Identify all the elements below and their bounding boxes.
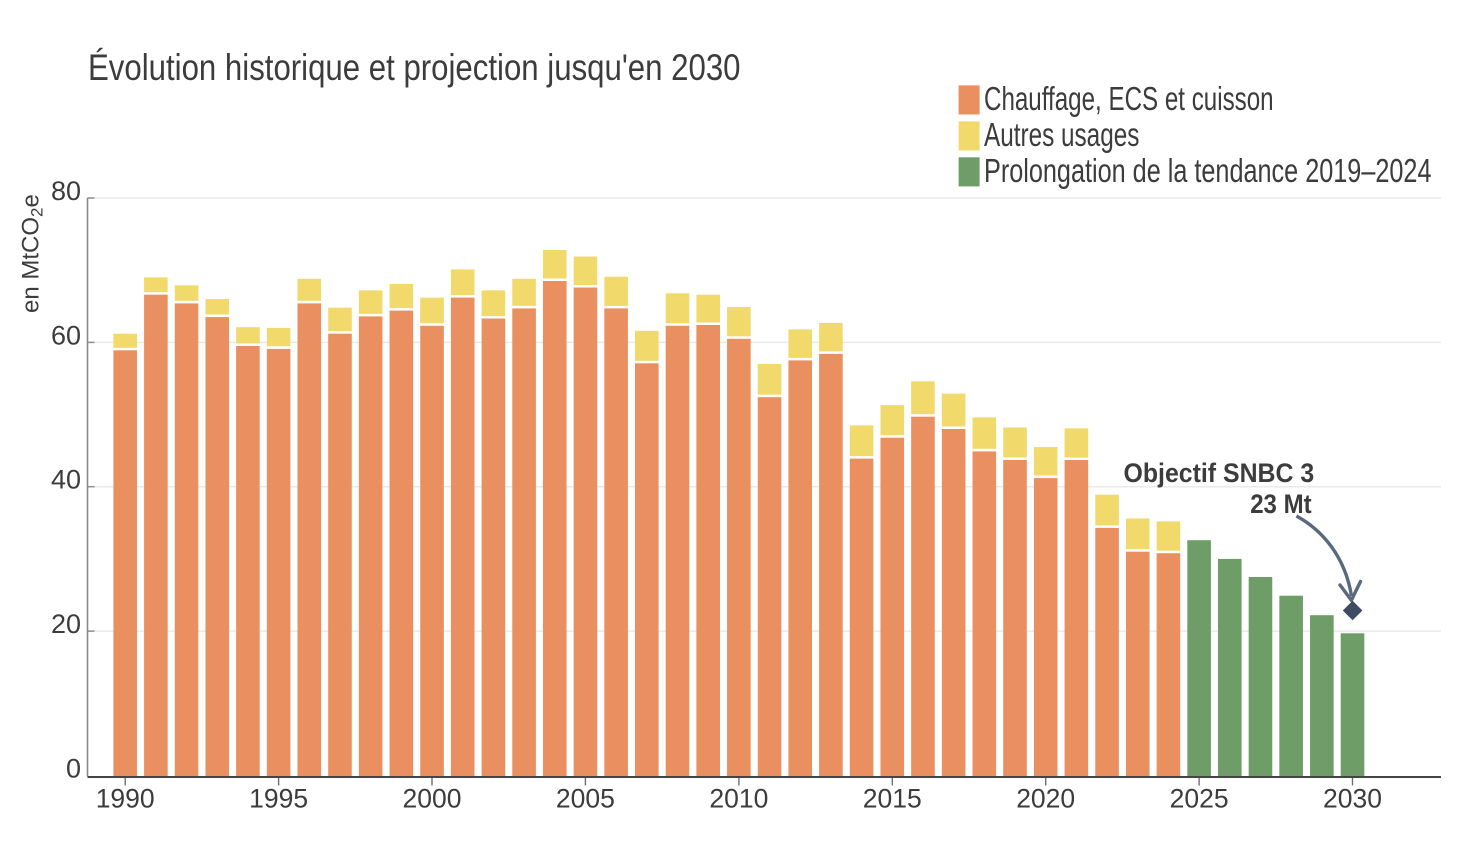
svg-text:60: 60 [51, 320, 81, 350]
svg-text:Chauffage, ECS et cuisson: Chauffage, ECS et cuisson [984, 80, 1274, 117]
svg-text:2005: 2005 [556, 784, 615, 814]
svg-text:40: 40 [51, 465, 81, 495]
svg-text:2030: 2030 [1323, 784, 1382, 814]
svg-text:0: 0 [66, 754, 81, 784]
svg-text:2010: 2010 [709, 784, 768, 814]
svg-text:en MtCO2e: en MtCO2e [18, 194, 47, 313]
svg-text:Évolution historique et projec: Évolution historique et projection jusqu… [88, 47, 741, 88]
svg-text:1990: 1990 [96, 784, 155, 814]
svg-text:80: 80 [51, 176, 81, 206]
svg-text:2025: 2025 [1170, 784, 1229, 814]
svg-text:Autres usages: Autres usages [984, 116, 1139, 153]
svg-text:Prolongation de la tendance 20: Prolongation de la tendance 2019–2024 [984, 152, 1432, 189]
svg-text:23 Mt: 23 Mt [1250, 489, 1311, 519]
svg-text:1995: 1995 [249, 784, 308, 814]
svg-text:Objectif SNBC 3: Objectif SNBC 3 [1124, 458, 1315, 488]
svg-text:2000: 2000 [403, 784, 462, 814]
svg-text:2015: 2015 [863, 784, 922, 814]
svg-text:20: 20 [51, 609, 81, 639]
svg-text:2020: 2020 [1016, 784, 1075, 814]
